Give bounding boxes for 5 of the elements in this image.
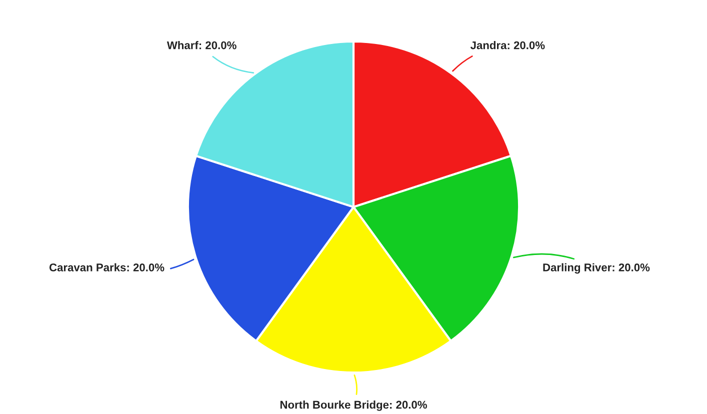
slice-label: Jandra: 20.0% <box>470 41 545 50</box>
slice-label: Wharf: 20.0% <box>166 41 236 50</box>
slice-label: Darling River: 20.0% <box>543 263 650 274</box>
slice-label: Caravan Parks: 20.0% <box>49 263 164 272</box>
slice-label: North Bourke Bridge: 20.0% <box>280 400 427 411</box>
